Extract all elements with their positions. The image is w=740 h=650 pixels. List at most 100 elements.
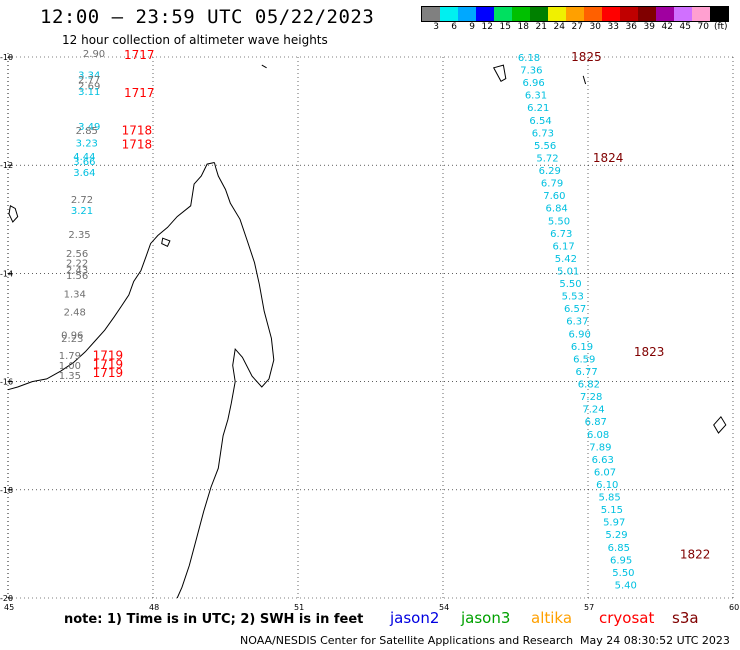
legend-swatch [566,7,584,21]
color-scale-bar [421,6,729,22]
swh-value: 2.56 [66,249,88,260]
swh-value: 2.48 [64,308,86,319]
madagascar-east-coast [176,162,275,599]
swh-value: 1.79 [59,351,81,362]
swh-value: 2.85 [76,126,98,137]
legend-swatch [512,7,530,21]
legend-swatch [602,7,620,21]
island [261,64,267,69]
swh-value: 3.49 [78,122,100,133]
swh-value: 1.56 [66,271,88,282]
swh-value: 3.21 [71,206,93,217]
pass-time-label: 1717 [124,86,155,100]
lon-tick-label: 45 [4,603,14,612]
swh-value: 6.37 [566,317,588,328]
pass-time-label: 1824 [593,151,624,165]
swh-value: 5.85 [598,493,620,504]
swh-value: 5.97 [603,518,625,529]
swh-value: 6.82 [578,380,600,391]
legend-label: 12 [481,22,493,32]
swh-value: 2.72 [71,195,93,206]
swh-value: 5.72 [536,153,558,164]
swh-value: 7.89 [589,442,611,453]
legend-label: 39 [643,22,655,32]
legend-label: 21 [535,22,547,32]
swh-value: 5.40 [615,580,637,591]
swh-value: 6.08 [587,430,609,441]
pass-time-label: 1822 [680,548,711,562]
swh-value: 5.50 [559,279,581,290]
legend-label: 3 [433,22,439,32]
pass-time-label: 1823 [634,345,665,359]
swh-value: 1.00 [59,361,81,372]
swh-value: 6.07 [594,467,616,478]
satellite-cryosat: cryosat [599,609,655,627]
lon-tick-label: 51 [294,603,304,612]
island [161,237,171,247]
swh-value: 6.21 [527,103,549,114]
swh-value: 5.42 [555,254,577,265]
legend-swatch [548,7,566,21]
swh-value: 6.73 [532,128,554,139]
swh-value: 3.66 [73,157,95,168]
swh-value: 2.90 [83,49,105,60]
legend-label: 36 [625,22,637,32]
swh-value: 1.35 [59,371,81,382]
swh-value: 2.77 [78,75,100,86]
legend-swatch [656,7,674,21]
legend-label: 70 [697,22,709,32]
island [492,64,507,82]
legend-swatch [584,7,602,21]
legend-label: 18 [517,22,529,32]
lat-tick-label: -18 [0,486,13,495]
satellite-jason3: jason3 [461,609,511,627]
swh-value: 2.69 [78,81,100,92]
swh-value: 6.84 [546,204,568,215]
legend-swatch [476,7,494,21]
swh-value: 4.44 [73,152,95,163]
swh-value: 6.10 [596,480,618,491]
pass-time-label: 1719 [93,357,124,371]
lat-tick-label: -14 [0,269,13,278]
swh-value: 2.43 [66,265,88,276]
map-subtitle: 12 hour collection of altimeter wave hei… [62,33,328,47]
lon-tick-label: 57 [584,603,594,612]
pass-time-label: 1719 [93,348,124,362]
swh-value: 3.64 [73,168,95,179]
swh-value: 6.59 [573,354,595,365]
swh-value: 3.11 [78,87,100,98]
legend-swatch [710,7,728,21]
swh-value: 6.31 [525,91,547,102]
satellite-altika: altika [531,609,573,627]
swh-value: 3.34 [78,71,100,82]
pass-time-label: 1719 [93,366,124,380]
island [713,415,727,434]
swh-value: 6.19 [571,342,593,353]
swh-value: 6.57 [564,304,586,315]
legend-swatch [494,7,512,21]
lat-tick-label: -20 [0,594,13,603]
pass-time-label: 1718 [122,137,153,151]
legend-label: 42 [661,22,673,32]
lat-tick-label: -10 [0,53,13,62]
swh-value: 6.29 [539,166,561,177]
legend-swatch [620,7,638,21]
swh-value: 5.50 [548,216,570,227]
legend-swatch [422,7,440,21]
swh-value: 0.96 [61,330,83,341]
legend-label: 15 [499,22,511,32]
lat-tick-label: -12 [0,161,13,170]
swh-value: 5.29 [605,530,627,541]
swh-value: 6.87 [585,417,607,428]
swh-value: 7.28 [580,392,602,403]
color-scale-unit: (ft) [714,22,728,32]
footer-timestamp: May 24 08:30:52 UTC 2023 [580,634,730,647]
swh-value: 6.77 [575,367,597,378]
swh-value: 5.01 [557,267,579,278]
legend-swatch [458,7,476,21]
legend-swatch [692,7,710,21]
swh-value: 6.85 [608,543,630,554]
swh-value: 6.54 [529,116,551,127]
legend-label: 30 [589,22,601,32]
pass-time-label: 1717 [124,48,155,62]
